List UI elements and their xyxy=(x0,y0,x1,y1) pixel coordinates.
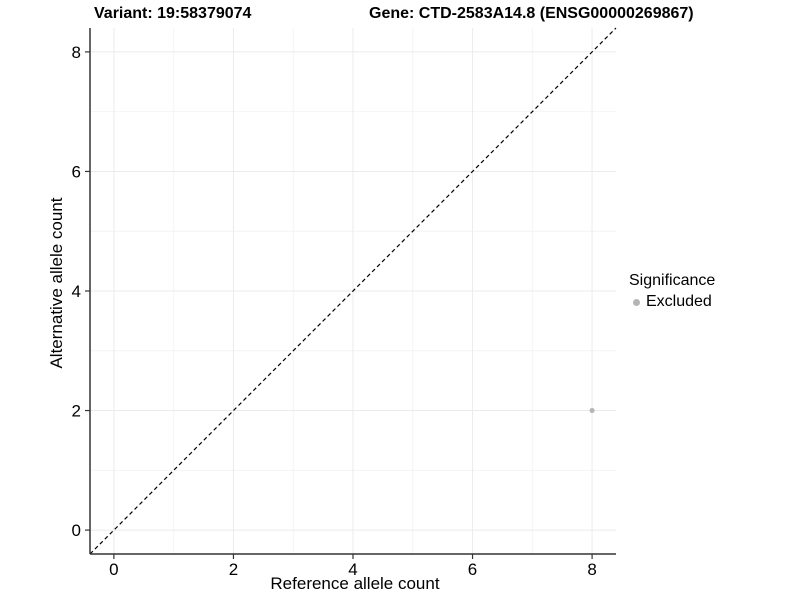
x-tick-label: 4 xyxy=(348,560,357,579)
x-tick-label: 8 xyxy=(587,560,596,579)
legend: Significance Excluded xyxy=(629,272,715,311)
x-tick-label: 0 xyxy=(109,560,118,579)
x-tick-label: 6 xyxy=(468,560,477,579)
legend-entry-excluded: Excluded xyxy=(629,293,715,311)
y-tick-label: 0 xyxy=(72,521,81,540)
y-tick-label: 4 xyxy=(72,282,81,301)
y-tick-label: 6 xyxy=(72,162,81,181)
y-tick-label: 8 xyxy=(72,43,81,62)
plot-title-gene: Gene: CTD-2583A14.8 (ENSG00000269867) xyxy=(369,5,694,22)
y-axis-title: Alternative allele count xyxy=(47,197,66,369)
x-axis-title: Reference allele count xyxy=(270,574,440,593)
legend-entry-label: Excluded xyxy=(646,293,712,310)
y-tick-label: 2 xyxy=(72,402,81,421)
plot-title-variant: Variant: 19:58379074 xyxy=(94,5,252,22)
data-point xyxy=(589,408,595,414)
x-tick-label: 2 xyxy=(229,560,238,579)
identity-reference-line xyxy=(89,27,617,555)
legend-title: Significance xyxy=(629,272,716,289)
legend-point-swatch xyxy=(633,298,640,306)
